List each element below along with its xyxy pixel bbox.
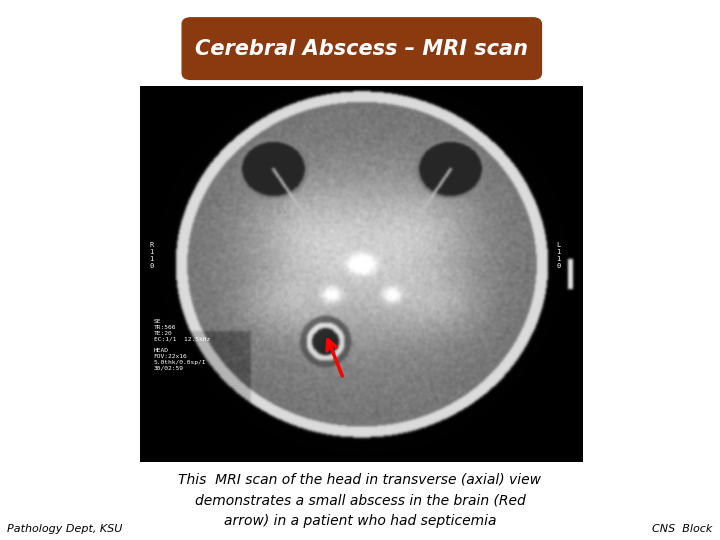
FancyBboxPatch shape <box>182 18 541 79</box>
Text: L
1
1
0: L 1 1 0 <box>557 242 561 269</box>
Text: arrow) in a patient who had septicemia: arrow) in a patient who had septicemia <box>224 514 496 528</box>
Text: This  MRI scan of the head in transverse (axial) view: This MRI scan of the head in transverse … <box>179 472 541 487</box>
Text: CNS  Block: CNS Block <box>652 523 713 534</box>
Text: SE
TR:566
TE:20
EC:1/1  12.5kHz

HEAD
FOV:22x16
5.0thk/0.0sp/I
30/02:59: SE TR:566 TE:20 EC:1/1 12.5kHz HEAD FOV:… <box>153 319 210 370</box>
Text: Cerebral Abscess – MRI scan: Cerebral Abscess – MRI scan <box>195 38 528 59</box>
Text: Pathology Dept, KSU: Pathology Dept, KSU <box>7 523 122 534</box>
Text: R
1
1
0: R 1 1 0 <box>149 242 153 269</box>
Text: demonstrates a small abscess in the brain (Red: demonstrates a small abscess in the brai… <box>194 493 526 507</box>
